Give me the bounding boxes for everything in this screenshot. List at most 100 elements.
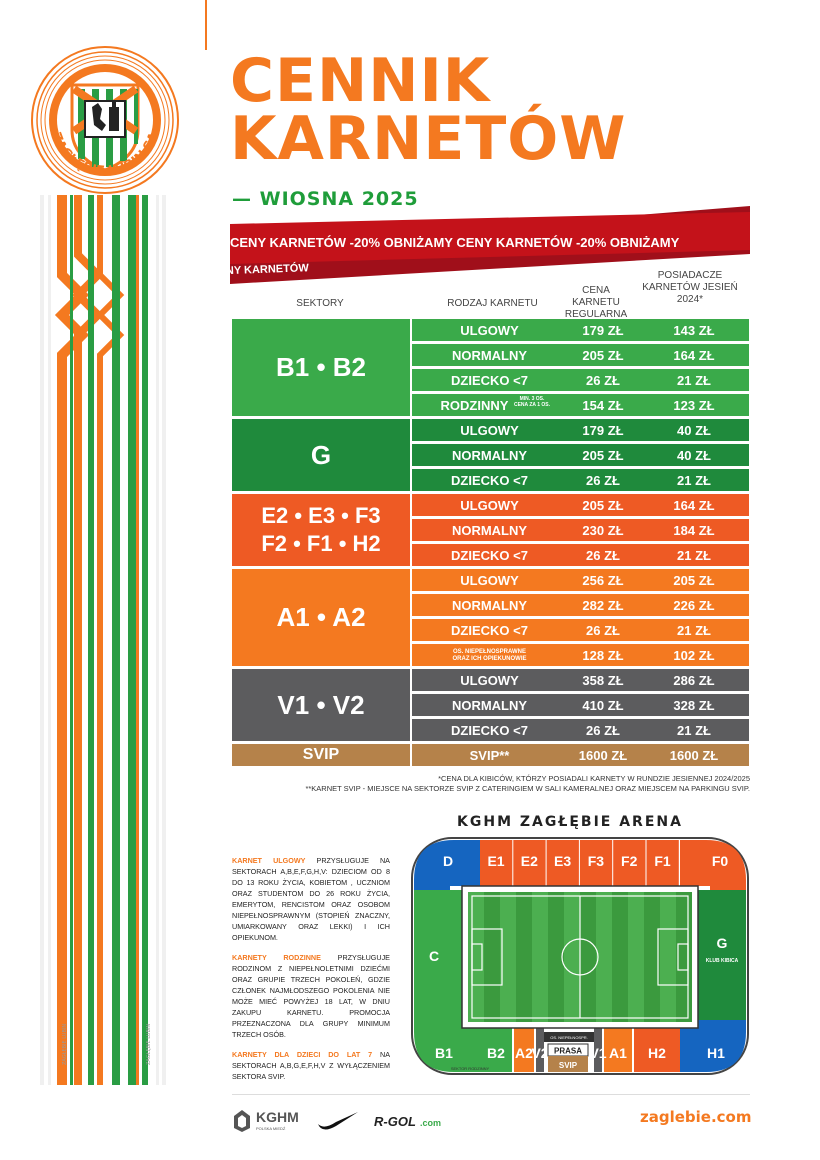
label-b1: B1 [435, 1045, 453, 1061]
label-e1: E1 [487, 853, 504, 869]
regular-price: 26 ZŁ [586, 722, 620, 738]
title-line-2: KARNETÓW [230, 104, 627, 174]
ticket-type: NORMALNY [451, 447, 528, 463]
rgol-suffix: .com [420, 1118, 441, 1128]
decorative-stripes: ZAGŁĘBIE LUBIN ZAGŁĘBIE LUBIN [40, 195, 166, 1085]
holder-price: 21 ZŁ [677, 722, 711, 738]
ticket-type: ULGOWY [460, 422, 519, 438]
label-klub-kibica: KLUB KIBICA [706, 958, 739, 964]
label-f3: F3 [588, 853, 605, 869]
footnote-1: *CENA DLA KIBICÓW, KTÓRZY POSIADALI KARN… [438, 774, 750, 783]
regular-price: 230 ZŁ [582, 522, 624, 538]
arena-title: KGHM ZAGŁĘBIE ARENA [457, 814, 683, 830]
header-type: RODZAJ KARNETU [447, 298, 538, 309]
regular-price: 205 ZŁ [582, 497, 624, 513]
sector-f2 [613, 840, 646, 886]
price-row: NORMALNY 410 ZŁ 328 ZŁ [412, 694, 749, 716]
regular-price: 26 ZŁ [586, 547, 620, 563]
holder-price: 143 ZŁ [673, 322, 715, 338]
label-b2: B2 [487, 1045, 505, 1061]
regular-price: 26 ZŁ [586, 372, 620, 388]
sector-cell: E2 • E3 • F3 F2 • F1 • H2 [232, 494, 410, 566]
sector-b1 [414, 1020, 480, 1072]
regular-price: 205 ZŁ [582, 447, 624, 463]
footnotes: *CENA DLA KIBICÓW, KTÓRZY POSIADALI KARN… [300, 774, 750, 794]
sector-f3 [579, 840, 613, 886]
regular-price: 179 ZŁ [582, 422, 624, 438]
ticket-type: RODZINNY [440, 397, 509, 413]
label-h1: H1 [707, 1045, 725, 1061]
price-row: NORMALNY 230 ZŁ 184 ZŁ [412, 519, 749, 541]
regular-price: 205 ZŁ [582, 347, 624, 363]
holder-price: 21 ZŁ [677, 372, 711, 388]
price-row: DZIECKO <7 26 ZŁ 21 ZŁ [412, 369, 749, 391]
ticket-note: MIN. 3 OS. CENA ZA 1 OS. [513, 395, 551, 408]
holder-price: 184 ZŁ [673, 522, 715, 538]
ticket-type: ULGOWY [460, 572, 519, 588]
header-holders: POSIADACZE KARNETÓW JESIEŃ 2024* [642, 270, 738, 305]
label-v1: V1 [589, 1045, 606, 1061]
ticket-type: DZIECKO <7 [451, 722, 528, 738]
price-row: SVIP** 1600 ZŁ 1600 ZŁ [412, 744, 749, 766]
sector-v1 [594, 1028, 602, 1072]
label-disabled: OS. NIEPEŁNOSPR. [550, 1035, 588, 1040]
top-divider [205, 0, 207, 50]
regular-price: 256 ZŁ [582, 572, 624, 588]
sponsor-logos: KGHM POLSKA MIEDŹ R-GOL .com [234, 1109, 441, 1132]
holder-price: 21 ZŁ [677, 472, 711, 488]
sector-v2 [536, 1028, 544, 1072]
price-row: ULGOWY 179 ZŁ 40 ZŁ [412, 419, 749, 441]
holder-price: 21 ZŁ [677, 547, 711, 563]
footnote-2: **KARNET SVIP - MIEJSCE NA SEKTORZE SVIP… [305, 784, 750, 793]
sector-cell: B1 • B2 [232, 319, 410, 416]
label-svip: SVIP [559, 1061, 578, 1070]
sector-cell: A1 • A2 [232, 569, 410, 666]
sector-a1 [604, 1028, 632, 1072]
price-row: DZIECKO <7 26 ZŁ 21 ZŁ [412, 544, 749, 566]
sector-e1 [480, 840, 513, 886]
holder-price: 21 ZŁ [677, 622, 711, 638]
desc-ulgowy-title: KARNET ULGOWY [232, 856, 306, 865]
kghm-logo: KGHM POLSKA MIEDŹ [234, 1109, 299, 1132]
ticket-type: DZIECKO <7 [451, 547, 528, 563]
regular-price: 154 ZŁ [582, 397, 624, 413]
label-a2: A2 [515, 1045, 533, 1061]
regular-price: 358 ZŁ [582, 672, 624, 688]
bottom-divider [232, 1094, 750, 1095]
kghm-subtext: POLSKA MIEDŹ [256, 1126, 286, 1131]
desc-ulgowy: KARNET ULGOWY PRZYSŁUGUJE NA SEKTORACH A… [232, 855, 390, 943]
header-sectors: SEKTORY [296, 298, 344, 309]
sector-cell: V1 • V2 [232, 669, 410, 741]
regular-price: 26 ZŁ [586, 622, 620, 638]
holder-price: 40 ZŁ [677, 422, 711, 438]
holder-price: 286 ZŁ [673, 672, 715, 688]
price-row: NORMALNY 205 ZŁ 164 ZŁ [412, 344, 749, 366]
sector-a2 [514, 1028, 534, 1072]
label-family: SEKTOR RODZINNY [451, 1066, 490, 1071]
holder-price: 40 ZŁ [677, 447, 711, 463]
nike-logo [318, 1112, 358, 1130]
label-f0: F0 [712, 853, 729, 869]
label-g: G [717, 935, 728, 951]
price-row: OS. NIEPEŁNOSPRAWNE ORAZ ICH OPIEKUNOWIE… [412, 644, 749, 666]
page-title: CENNIK KARNETÓW [230, 51, 627, 174]
label-e3: E3 [554, 853, 571, 869]
page-subtitle: — WIOSNA 2025 [232, 188, 419, 210]
website-link[interactable]: zaglebie.com [640, 1108, 752, 1126]
ticket-type: NORMALNY [451, 697, 528, 713]
desc-rodzinne-text: PRZYSŁUGUJE RODZINOM Z NIEPEŁNOLETNIMI D… [232, 953, 390, 1039]
side-text-right: ZAGŁĘBIE LUBIN [146, 1024, 152, 1065]
desc-rodzinne-title: KARNETY RODZINNE [232, 953, 321, 962]
ticket-type: ULGOWY [460, 322, 519, 338]
sector-f1 [646, 840, 679, 886]
ticket-type: DZIECKO <7 [451, 472, 528, 488]
side-text-left: ZAGŁĘBIE LUBIN [62, 1024, 68, 1065]
label-v2: V2 [531, 1045, 548, 1061]
regular-price: 128 ZŁ [582, 647, 624, 663]
price-row: RODZINNY MIN. 3 OS. CENA ZA 1 OS. 154 ZŁ 12… [412, 394, 749, 416]
label-f2: F2 [621, 853, 638, 869]
holder-price: 123 ZŁ [673, 397, 715, 413]
banner-text: CENY KARNETÓW -20% OBNIŻAMY CENY KARNETÓ… [230, 235, 680, 250]
ticket-type: OS. NIEPEŁNOSPRAWNE ORAZ ICH OPIEKUNOWIE [452, 648, 527, 662]
ticket-descriptions: KARNET ULGOWY PRZYSŁUGUJE NA SEKTORACH A… [232, 855, 390, 1091]
